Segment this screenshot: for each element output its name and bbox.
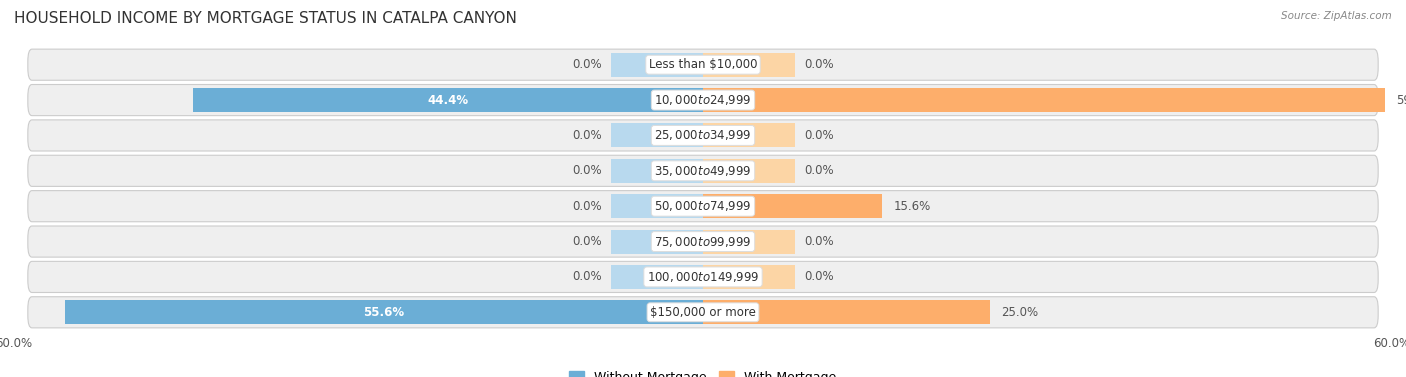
Bar [612,194,703,218]
Bar [703,53,794,77]
FancyBboxPatch shape [28,261,1378,293]
FancyBboxPatch shape [28,120,1378,151]
Text: 0.0%: 0.0% [804,129,834,142]
Text: 0.0%: 0.0% [804,58,834,71]
Text: 0.0%: 0.0% [572,270,602,284]
Text: 0.0%: 0.0% [572,164,602,177]
Text: 0.0%: 0.0% [572,58,602,71]
Bar [193,88,703,112]
FancyBboxPatch shape [28,49,1378,80]
FancyBboxPatch shape [28,191,1378,222]
Text: $35,000 to $49,999: $35,000 to $49,999 [654,164,752,178]
Legend: Without Mortgage, With Mortgage: Without Mortgage, With Mortgage [564,366,842,377]
Bar [703,230,794,254]
Text: HOUSEHOLD INCOME BY MORTGAGE STATUS IN CATALPA CANYON: HOUSEHOLD INCOME BY MORTGAGE STATUS IN C… [14,11,517,26]
Text: 55.6%: 55.6% [363,306,405,319]
Text: 0.0%: 0.0% [572,129,602,142]
Bar [703,194,882,218]
Bar [703,88,1385,112]
Bar [703,300,990,324]
Text: 0.0%: 0.0% [804,235,834,248]
Text: $100,000 to $149,999: $100,000 to $149,999 [647,270,759,284]
Bar [703,159,794,183]
Text: $25,000 to $34,999: $25,000 to $34,999 [654,129,752,143]
Text: $10,000 to $24,999: $10,000 to $24,999 [654,93,752,107]
FancyBboxPatch shape [28,84,1378,116]
Text: Less than $10,000: Less than $10,000 [648,58,758,71]
Text: 0.0%: 0.0% [572,200,602,213]
Text: 0.0%: 0.0% [804,270,834,284]
Bar [65,300,703,324]
FancyBboxPatch shape [28,155,1378,186]
Text: $50,000 to $74,999: $50,000 to $74,999 [654,199,752,213]
Bar [612,265,703,289]
Text: 25.0%: 25.0% [1001,306,1039,319]
Text: 15.6%: 15.6% [894,200,931,213]
Text: 59.4%: 59.4% [1396,93,1406,107]
Bar [612,230,703,254]
Text: $150,000 or more: $150,000 or more [650,306,756,319]
Bar [612,53,703,77]
Bar [703,123,794,147]
FancyBboxPatch shape [28,226,1378,257]
Text: Source: ZipAtlas.com: Source: ZipAtlas.com [1281,11,1392,21]
Bar [612,159,703,183]
FancyBboxPatch shape [28,297,1378,328]
Bar [703,265,794,289]
Text: $75,000 to $99,999: $75,000 to $99,999 [654,234,752,248]
Text: 44.4%: 44.4% [427,93,468,107]
Bar [612,123,703,147]
Text: 0.0%: 0.0% [572,235,602,248]
Text: 0.0%: 0.0% [804,164,834,177]
